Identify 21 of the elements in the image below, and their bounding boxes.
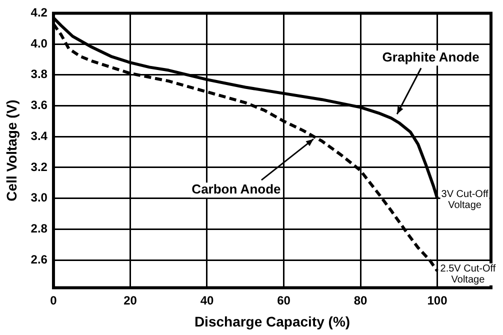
x-axis-title: Discharge Capacity (%) — [194, 313, 350, 330]
annotation: Graphite Anode — [382, 50, 480, 65]
y-tick-label: 3.4 — [30, 128, 48, 143]
x-tick-label: 80 — [354, 293, 368, 308]
annotation: 3V Cut-Off Voltage — [441, 189, 489, 212]
y-axis-title: Cell Voltage (V) — [3, 100, 20, 202]
y-tick-label: 3.6 — [30, 98, 48, 112]
y-tick-label: 2.6 — [30, 252, 48, 266]
y-tick-label: 3.0 — [30, 190, 48, 205]
x-tick-label: 20 — [124, 293, 138, 308]
y-tick-label: 2.8 — [30, 221, 48, 236]
y-tick-label: 3.2 — [30, 160, 48, 174]
annotation: 2.5V Cut-Off Voltage — [440, 264, 496, 286]
y-tick-label: 3.8 — [30, 67, 48, 82]
x-tick-label: 40 — [200, 293, 214, 308]
x-tick-label: 0 — [50, 293, 58, 308]
annotation: Carbon Anode — [192, 182, 281, 197]
y-tick-label: 4.0 — [30, 36, 48, 50]
x-tick-label: 100 — [427, 293, 448, 308]
x-tick-label: 60 — [277, 293, 291, 308]
y-tick-label: 4.2 — [30, 6, 48, 20]
